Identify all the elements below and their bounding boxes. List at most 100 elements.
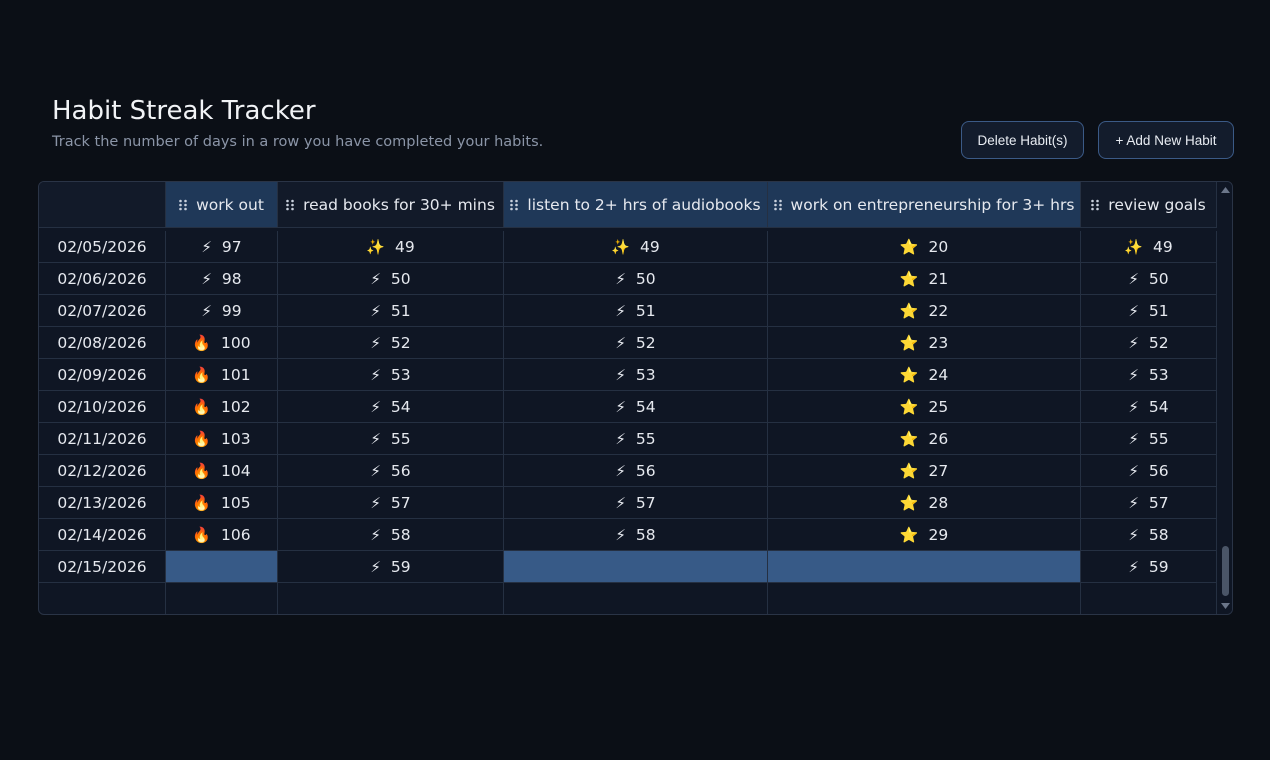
- streak-cell[interactable]: ✨ 49: [278, 231, 504, 263]
- column-header[interactable]: work out: [166, 182, 278, 228]
- streak-icon: ⚡: [370, 525, 381, 544]
- streak-value: 102: [221, 397, 251, 416]
- streak-cell[interactable]: 🔥 100: [166, 327, 278, 359]
- streak-value: 20: [928, 237, 949, 256]
- streak-cell[interactable]: ⭐ 25: [768, 391, 1081, 423]
- streak-cell[interactable]: 🔥 102: [166, 391, 278, 423]
- streak-icon: ⚡: [1128, 333, 1139, 352]
- streak-icon: ⚡: [1128, 557, 1139, 576]
- streak-cell[interactable]: ⚡ 97: [166, 231, 278, 263]
- streak-cell[interactable]: ⭐ 22: [768, 295, 1081, 327]
- streak-cell[interactable]: ⭐ 27: [768, 455, 1081, 487]
- streak-cell[interactable]: ⭐ 24: [768, 359, 1081, 391]
- date-cell: 02/13/2026: [39, 487, 166, 519]
- column-title: read books for 30+ mins: [303, 195, 495, 214]
- streak-cell[interactable]: ✨ 49: [1081, 231, 1217, 263]
- streak-icon: ⚡: [201, 237, 212, 256]
- scrollbar[interactable]: [1217, 182, 1232, 614]
- column-header[interactable]: review goals: [1081, 182, 1217, 228]
- drag-handle[interactable]: [1091, 199, 1100, 211]
- drag-handle[interactable]: [286, 199, 294, 211]
- streak-cell[interactable]: ⚡ 53: [1081, 359, 1217, 391]
- drag-handle[interactable]: [510, 199, 519, 211]
- empty-cell[interactable]: [166, 551, 278, 583]
- streak-icon: ⚡: [370, 333, 381, 352]
- streak-value: 49: [394, 237, 415, 256]
- streak-cell[interactable]: ⚡ 50: [278, 263, 504, 295]
- streak-cell[interactable]: ⚡ 55: [278, 423, 504, 455]
- streak-cell[interactable]: ⚡ 54: [1081, 391, 1217, 423]
- empty-cell[interactable]: [768, 551, 1081, 583]
- streak-icon: ⚡: [370, 269, 381, 288]
- streak-cell[interactable]: ⚡ 53: [504, 359, 768, 391]
- streak-cell[interactable]: ⚡ 50: [504, 263, 768, 295]
- streak-cell[interactable]: ⚡ 55: [1081, 423, 1217, 455]
- empty-cell[interactable]: [504, 551, 768, 583]
- streak-cell[interactable]: ⭐ 21: [768, 263, 1081, 295]
- streak-cell[interactable]: 🔥 101: [166, 359, 278, 391]
- streak-value: 25: [928, 397, 949, 416]
- streak-cell[interactable]: ⚡ 53: [278, 359, 504, 391]
- streak-icon: ⚡: [615, 493, 626, 512]
- streak-cell[interactable]: ⚡ 51: [504, 295, 768, 327]
- add-button[interactable]: + Add New Habit: [1098, 121, 1234, 159]
- streak-cell[interactable]: ⭐ 23: [768, 327, 1081, 359]
- streak-icon: ⚡: [370, 365, 381, 384]
- column-header[interactable]: read books for 30+ mins: [278, 182, 504, 228]
- column-header[interactable]: work on entrepreneurship for 3+ hrs: [768, 182, 1081, 228]
- drag-handle[interactable]: [773, 199, 782, 211]
- streak-cell[interactable]: ⚡ 51: [278, 295, 504, 327]
- streak-cell[interactable]: ⚡ 52: [278, 327, 504, 359]
- streak-value: 53: [635, 365, 656, 384]
- streak-cell[interactable]: ⚡ 57: [1081, 487, 1217, 519]
- streak-cell[interactable]: ⚡ 98: [166, 263, 278, 295]
- streak-cell[interactable]: ⚡ 58: [1081, 519, 1217, 551]
- streak-cell[interactable]: ⚡ 99: [166, 295, 278, 327]
- streak-value: 23: [928, 333, 949, 352]
- streak-cell[interactable]: ⭐ 28: [768, 487, 1081, 519]
- streak-value: 51: [635, 301, 656, 320]
- streak-value: 58: [1148, 525, 1169, 544]
- drag-handle[interactable]: [179, 199, 187, 211]
- streak-cell[interactable]: ⚡ 57: [278, 487, 504, 519]
- streak-icon: 🔥: [192, 525, 212, 544]
- delete-button[interactable]: Delete Habit(s): [961, 121, 1084, 159]
- streak-cell[interactable]: ⚡ 54: [504, 391, 768, 423]
- streak-value: 100: [221, 333, 251, 352]
- streak-cell[interactable]: ⚡ 59: [278, 551, 504, 583]
- streak-cell[interactable]: ⚡ 51: [1081, 295, 1217, 327]
- streak-value: 49: [1152, 237, 1173, 256]
- streak-icon: ⭐: [899, 301, 919, 320]
- streak-value: 99: [221, 301, 242, 320]
- streak-cell[interactable]: ✨ 49: [504, 231, 768, 263]
- streak-cell[interactable]: ⚡ 50: [1081, 263, 1217, 295]
- streak-cell[interactable]: ⚡ 57: [504, 487, 768, 519]
- streak-value: 54: [635, 397, 656, 416]
- streak-icon: ⭐: [899, 365, 919, 384]
- streak-icon: ⚡: [615, 365, 626, 384]
- streak-cell[interactable]: 🔥 105: [166, 487, 278, 519]
- streak-cell[interactable]: 🔥 103: [166, 423, 278, 455]
- streak-cell[interactable]: ⚡ 59: [1081, 551, 1217, 583]
- streak-cell[interactable]: ⭐ 26: [768, 423, 1081, 455]
- streak-cell[interactable]: ⭐ 20: [768, 231, 1081, 263]
- streak-value: 55: [390, 429, 411, 448]
- streak-cell[interactable]: 🔥 106: [166, 519, 278, 551]
- streak-cell[interactable]: ⚡ 58: [278, 519, 504, 551]
- streak-value: 98: [221, 269, 242, 288]
- streak-value: 58: [390, 525, 411, 544]
- streak-cell[interactable]: ⚡ 56: [504, 455, 768, 487]
- streak-cell[interactable]: ⚡ 52: [1081, 327, 1217, 359]
- column-header[interactable]: listen to 2+ hrs of audiobooks: [504, 182, 768, 228]
- streak-cell[interactable]: ⚡ 56: [278, 455, 504, 487]
- streak-icon: ⚡: [615, 301, 626, 320]
- streak-value: 104: [221, 461, 251, 480]
- streak-icon: ⚡: [1128, 461, 1139, 480]
- streak-cell[interactable]: ⚡ 54: [278, 391, 504, 423]
- streak-cell[interactable]: ⚡ 55: [504, 423, 768, 455]
- streak-cell[interactable]: ⭐ 29: [768, 519, 1081, 551]
- streak-cell[interactable]: 🔥 104: [166, 455, 278, 487]
- streak-cell[interactable]: ⚡ 58: [504, 519, 768, 551]
- streak-cell[interactable]: ⚡ 52: [504, 327, 768, 359]
- streak-cell[interactable]: ⚡ 56: [1081, 455, 1217, 487]
